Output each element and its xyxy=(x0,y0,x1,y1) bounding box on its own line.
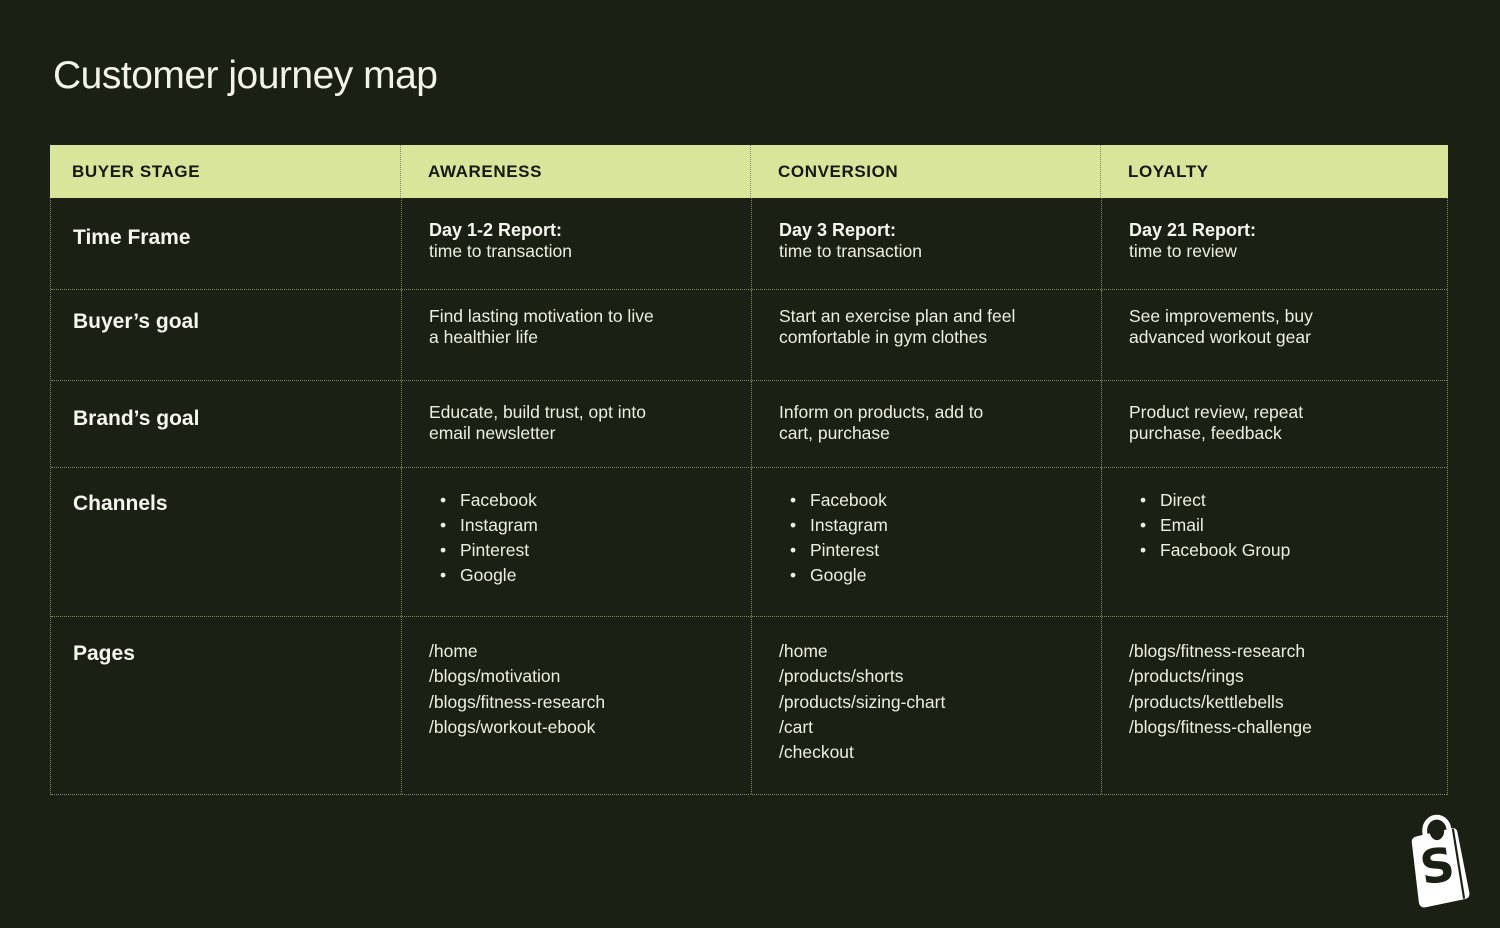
channel-list: Direct Email Facebook Group xyxy=(1129,488,1425,563)
table-row-buyers-goal: Buyer’s goal Find lasting motivation to … xyxy=(51,290,1447,381)
row-label-channels: Channels xyxy=(73,492,168,515)
table-row-brands-goal: Brand’s goal Educate, build trust, opt i… xyxy=(51,381,1447,468)
page-item: /home xyxy=(779,641,828,661)
cell-pages-conversion: /home /products/shorts /products/sizing-… xyxy=(751,617,1101,794)
goal-line: cart, purchase xyxy=(779,422,890,443)
goal-line: See improvements, buy xyxy=(1129,306,1313,326)
page-item: /blogs/motivation xyxy=(429,666,561,687)
cell-timeframe-conversion: Day 3 Report: time to transaction xyxy=(751,198,1101,289)
cell-channels-awareness: Facebook Instagram Pinterest Google xyxy=(401,468,751,616)
report-subtitle: time to transaction xyxy=(779,240,922,261)
page-item: /home xyxy=(429,641,478,661)
journey-map-table: BUYER STAGE AWARENESS CONVERSION LOYALTY… xyxy=(50,145,1448,795)
table-row-channels: Channels Facebook Instagram Pinterest Go… xyxy=(51,468,1447,617)
channel-item: Pinterest xyxy=(779,538,1077,563)
page-item: /cart xyxy=(779,716,814,737)
page-item: /products/rings xyxy=(1129,666,1244,687)
page-list: /home /products/shorts /products/sizing-… xyxy=(779,639,1077,765)
goal-line: purchase, feedback xyxy=(1129,422,1282,443)
channel-item: Pinterest xyxy=(429,538,727,563)
page-item: /blogs/workout-ebook xyxy=(429,716,596,737)
cell-pages-awareness: /home /blogs/motivation /blogs/fitness-r… xyxy=(401,617,751,794)
report-subtitle: time to transaction xyxy=(429,240,572,261)
cell-brandsgoal-conversion: Inform on products, add to cart, purchas… xyxy=(751,381,1101,467)
cell-pages-loyalty: /blogs/fitness-research /products/rings … xyxy=(1101,617,1449,794)
report-title: Day 1-2 Report: xyxy=(429,220,563,240)
report-subtitle: time to review xyxy=(1129,240,1237,261)
channel-item: Direct xyxy=(1129,488,1425,513)
goal-line: advanced workout gear xyxy=(1129,326,1311,347)
header-loyalty: LOYALTY xyxy=(1100,145,1448,198)
cell-channels-loyalty: Direct Email Facebook Group xyxy=(1101,468,1449,616)
goal-line: email newsletter xyxy=(429,422,556,443)
header-conversion: CONVERSION xyxy=(750,145,1100,198)
goal-line: Inform on products, add to xyxy=(779,402,984,422)
cell-timeframe-awareness: Day 1-2 Report: time to transaction xyxy=(401,198,751,289)
page-item: /blogs/fitness-research xyxy=(429,691,606,712)
report-title: Day 21 Report: xyxy=(1129,220,1257,240)
channel-list: Facebook Instagram Pinterest Google xyxy=(779,488,1077,588)
goal-line: Find lasting motivation to live xyxy=(429,306,654,326)
page-item: /products/kettlebells xyxy=(1129,691,1284,712)
cell-brandsgoal-awareness: Educate, build trust, opt into email new… xyxy=(401,381,751,467)
goal-line: a healthier life xyxy=(429,326,538,347)
page-list: /blogs/fitness-research /products/rings … xyxy=(1129,639,1425,740)
report-title: Day 3 Report: xyxy=(779,220,897,240)
shopify-logo-icon: S xyxy=(1398,814,1476,912)
channel-item: Google xyxy=(779,563,1077,588)
table-body: Time Frame Day 1-2 Report: time to trans… xyxy=(50,198,1448,795)
svg-text:S: S xyxy=(1417,838,1459,897)
channel-item: Instagram xyxy=(779,513,1077,538)
table-header-row: BUYER STAGE AWARENESS CONVERSION LOYALTY xyxy=(50,145,1448,198)
channel-item: Google xyxy=(429,563,727,588)
cell-channels-conversion: Facebook Instagram Pinterest Google xyxy=(751,468,1101,616)
table-row-pages: Pages /home /blogs/motivation /blogs/fit… xyxy=(51,617,1447,795)
table-row-time-frame: Time Frame Day 1-2 Report: time to trans… xyxy=(51,198,1447,290)
channel-item: Instagram xyxy=(429,513,727,538)
channel-item: Email xyxy=(1129,513,1425,538)
page-item: /products/sizing-chart xyxy=(779,691,946,712)
goal-line: Start an exercise plan and feel xyxy=(779,306,1016,326)
goal-line: Product review, repeat xyxy=(1129,402,1304,422)
row-label-time-frame: Time Frame xyxy=(73,226,191,249)
header-awareness: AWARENESS xyxy=(400,145,750,198)
page-item: /blogs/fitness-challenge xyxy=(1129,716,1312,737)
goal-line: comfortable in gym clothes xyxy=(779,326,988,347)
page-item: /products/shorts xyxy=(779,666,904,687)
cell-buyersgoal-awareness: Find lasting motivation to live a health… xyxy=(401,290,751,380)
cell-timeframe-loyalty: Day 21 Report: time to review xyxy=(1101,198,1449,289)
row-label-brands-goal: Brand’s goal xyxy=(73,407,200,430)
channel-item: Facebook xyxy=(779,488,1077,513)
goal-line: Educate, build trust, opt into xyxy=(429,402,646,422)
page-item: /blogs/fitness-research xyxy=(1129,641,1306,661)
cell-buyersgoal-loyalty: See improvements, buy advanced workout g… xyxy=(1101,290,1449,380)
row-label-buyers-goal: Buyer’s goal xyxy=(73,310,200,333)
cell-buyersgoal-conversion: Start an exercise plan and feel comforta… xyxy=(751,290,1101,380)
page-title: Customer journey map xyxy=(53,54,438,97)
row-label-pages: Pages xyxy=(73,642,135,665)
channel-list: Facebook Instagram Pinterest Google xyxy=(429,488,727,588)
cell-brandsgoal-loyalty: Product review, repeat purchase, feedbac… xyxy=(1101,381,1449,467)
channel-item: Facebook xyxy=(429,488,727,513)
header-buyer-stage: BUYER STAGE xyxy=(72,161,201,181)
channel-item: Facebook Group xyxy=(1129,538,1425,563)
page-item: /checkout xyxy=(779,742,854,763)
page-list: /home /blogs/motivation /blogs/fitness-r… xyxy=(429,639,727,740)
